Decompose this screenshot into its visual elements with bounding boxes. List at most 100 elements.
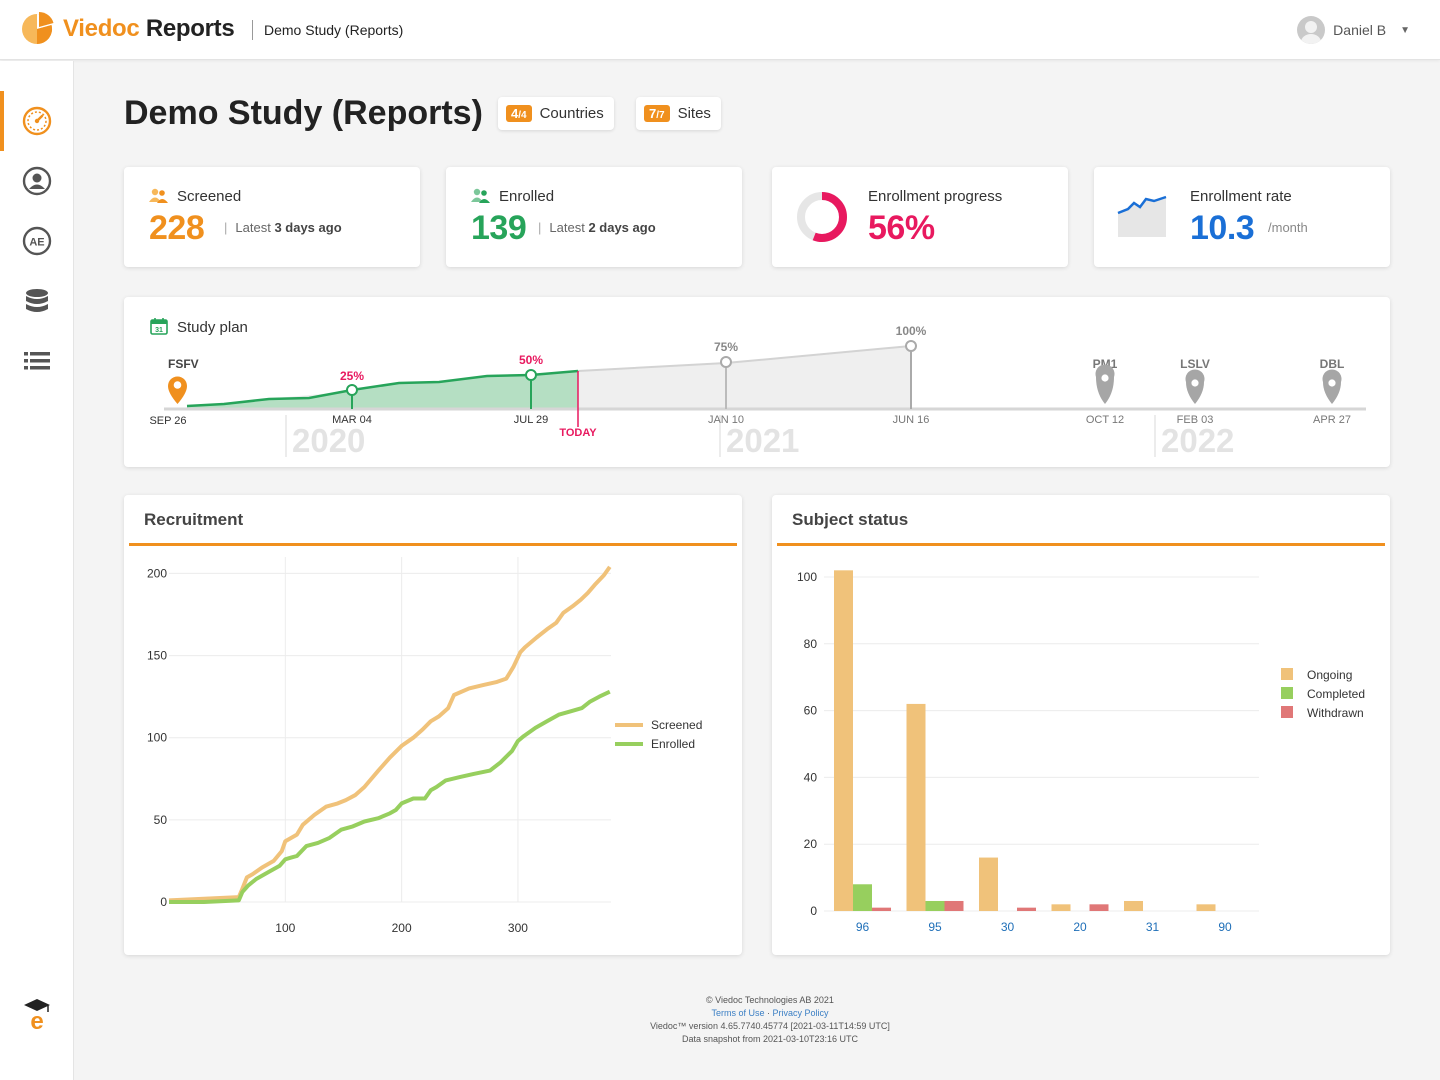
- legend-label: Screened: [651, 718, 702, 732]
- x-category-label[interactable]: 20: [1073, 920, 1087, 934]
- privacy-link[interactable]: Privacy Policy: [772, 1008, 829, 1018]
- footer-version: Viedoc™ version 4.65.7740.45774 [2021-03…: [650, 1021, 890, 1031]
- x-category-label[interactable]: 30: [1001, 920, 1015, 934]
- subject-status-chart: 0 20 40 60 80 100 96 95 30 20 31 90 Ongoing Complete…: [797, 570, 1365, 934]
- y-tick-label: 100: [147, 731, 167, 745]
- percent-50: 50%: [519, 353, 543, 367]
- sidebar-item-dashboard[interactable]: [0, 91, 74, 151]
- footer-copyright: © Viedoc Technologies AB 2021: [706, 995, 834, 1005]
- top-bar: Viedoc Reports Demo Study (Reports) Dani…: [0, 0, 1440, 60]
- y-tick-label: 0: [160, 895, 167, 909]
- legend-swatch: [1281, 668, 1293, 680]
- today-label: TODAY: [559, 427, 597, 439]
- page-title: Demo Study (Reports): [124, 94, 483, 132]
- date-label: MAR 04: [332, 414, 372, 426]
- y-tick-label: 40: [804, 770, 818, 784]
- elearning-icon[interactable]: e: [20, 997, 54, 1031]
- bar-withdrawn: [1089, 904, 1109, 911]
- progress-donut: [797, 192, 847, 242]
- series-line-screened: [168, 565, 612, 903]
- screened-latest: | Latest 3 days ago: [224, 220, 342, 235]
- marker-50: [525, 369, 537, 381]
- x-category-label[interactable]: 31: [1146, 920, 1160, 934]
- top-divider: [252, 20, 253, 40]
- screened-label: Screened: [177, 188, 242, 205]
- list-icon: [24, 352, 50, 370]
- percent-75: 75%: [714, 340, 738, 354]
- trend-sparkline-icon: [1117, 195, 1167, 237]
- legend-label: Withdrawn: [1307, 706, 1364, 720]
- date-label: JAN 10: [708, 414, 744, 426]
- study-plan-timeline: 2020 2021 2022 FSFV 25% 50% 75%: [149, 324, 1366, 459]
- countries-label: Countries: [539, 105, 604, 122]
- x-category-label[interactable]: 95: [928, 920, 942, 934]
- chevron-down-icon[interactable]: ▼: [1400, 24, 1410, 36]
- enrolled-card[interactable]: Enrolled 139 | Latest 2 days ago: [446, 167, 742, 267]
- sidebar-item-list[interactable]: [0, 331, 74, 391]
- progress-card[interactable]: Enrollment progress 56%: [772, 167, 1068, 267]
- marker-75: [720, 356, 732, 368]
- bar-completed: [925, 900, 945, 911]
- recruitment-card: Recruitment 0 50 100 150 200 100 200 300 Screen…: [124, 495, 742, 955]
- sidebar-item-data[interactable]: [0, 271, 74, 331]
- date-label: OCT 12: [1086, 414, 1124, 426]
- bar-ongoing: [1124, 900, 1143, 911]
- bar-ongoing: [834, 570, 853, 911]
- logo-text: Viedoc Reports: [63, 15, 235, 42]
- percent-100: 100%: [896, 324, 927, 338]
- subject-status-title-rule: [777, 543, 1385, 546]
- study-plan-title: Study plan: [177, 319, 248, 336]
- subject-status-title: Subject status: [792, 510, 909, 529]
- sidebar-item-adverse-events[interactable]: AE: [0, 211, 74, 271]
- percent-25: 25%: [340, 369, 364, 383]
- study-breadcrumb[interactable]: Demo Study (Reports): [264, 22, 404, 38]
- bar-ongoing: [979, 857, 998, 911]
- fsfv-pin-icon: [168, 376, 187, 404]
- users-icon: [149, 188, 168, 203]
- x-category-label[interactable]: 96: [856, 920, 870, 934]
- user-circle-icon: [22, 166, 52, 196]
- rate-unit: /month: [1268, 220, 1308, 235]
- sites-badge: 7/7: [644, 105, 670, 122]
- rate-card[interactable]: Enrollment rate 10.3 /month: [1094, 167, 1390, 267]
- progress-value: 56%: [868, 209, 935, 247]
- svg-text:31: 31: [155, 327, 163, 334]
- sites-pill[interactable]: 7/7 Sites: [636, 97, 721, 130]
- y-tick-label: 50: [154, 813, 168, 827]
- countries-pill[interactable]: 4/4 Countries: [498, 97, 614, 130]
- progress-donut-arc: [797, 192, 847, 242]
- speedometer-icon: [22, 106, 52, 136]
- sidebar-item-subjects[interactable]: [0, 151, 74, 211]
- avatar: [1297, 16, 1326, 44]
- viedoc-logo[interactable]: Viedoc Reports: [20, 12, 235, 46]
- date-label: FEB 03: [1177, 414, 1214, 426]
- subject-status-card: Subject status 0 20 40 60 80 100 96 95 30 20 31 90 …: [772, 495, 1390, 955]
- viedoc-pie-logo-icon: [22, 12, 54, 45]
- fsfv-label: FSFV: [168, 357, 199, 371]
- terms-link[interactable]: Terms of Use: [711, 1008, 765, 1018]
- y-tick-label: 0: [810, 904, 817, 918]
- x-tick-label: 200: [392, 921, 412, 935]
- legend-label: Completed: [1307, 687, 1365, 701]
- y-tick-label: 20: [804, 837, 818, 851]
- bar-completed: [853, 884, 872, 911]
- enrolled-latest: | Latest 2 days ago: [538, 220, 656, 235]
- legend-swatch: [1281, 706, 1293, 718]
- screened-value: 228: [149, 209, 205, 247]
- date-label: JUN 16: [893, 414, 930, 426]
- date-label: APR 27: [1313, 414, 1351, 426]
- bar-withdrawn: [1017, 907, 1036, 911]
- bar-ongoing: [1196, 904, 1216, 911]
- enrolled-label: Enrolled: [499, 188, 555, 205]
- y-tick-label: 60: [804, 704, 818, 718]
- screened-card[interactable]: Screened 228 | Latest 3 days ago: [124, 167, 420, 267]
- y-tick-label: 80: [804, 637, 818, 651]
- bar-withdrawn: [872, 907, 891, 911]
- footer-snapshot: Data snapshot from 2021-03-10T23:16 UTC: [681, 1034, 859, 1044]
- footer-separator: ·: [764, 1008, 773, 1018]
- user-menu[interactable]: Daniel B ▼: [1297, 16, 1410, 44]
- y-tick-label: 100: [797, 570, 817, 584]
- study-plan-card: 31 Study plan 2020 2021 2022 FSFV 25% 50…: [124, 297, 1390, 467]
- x-category-label[interactable]: 90: [1218, 920, 1232, 934]
- rate-value: 10.3: [1190, 209, 1255, 247]
